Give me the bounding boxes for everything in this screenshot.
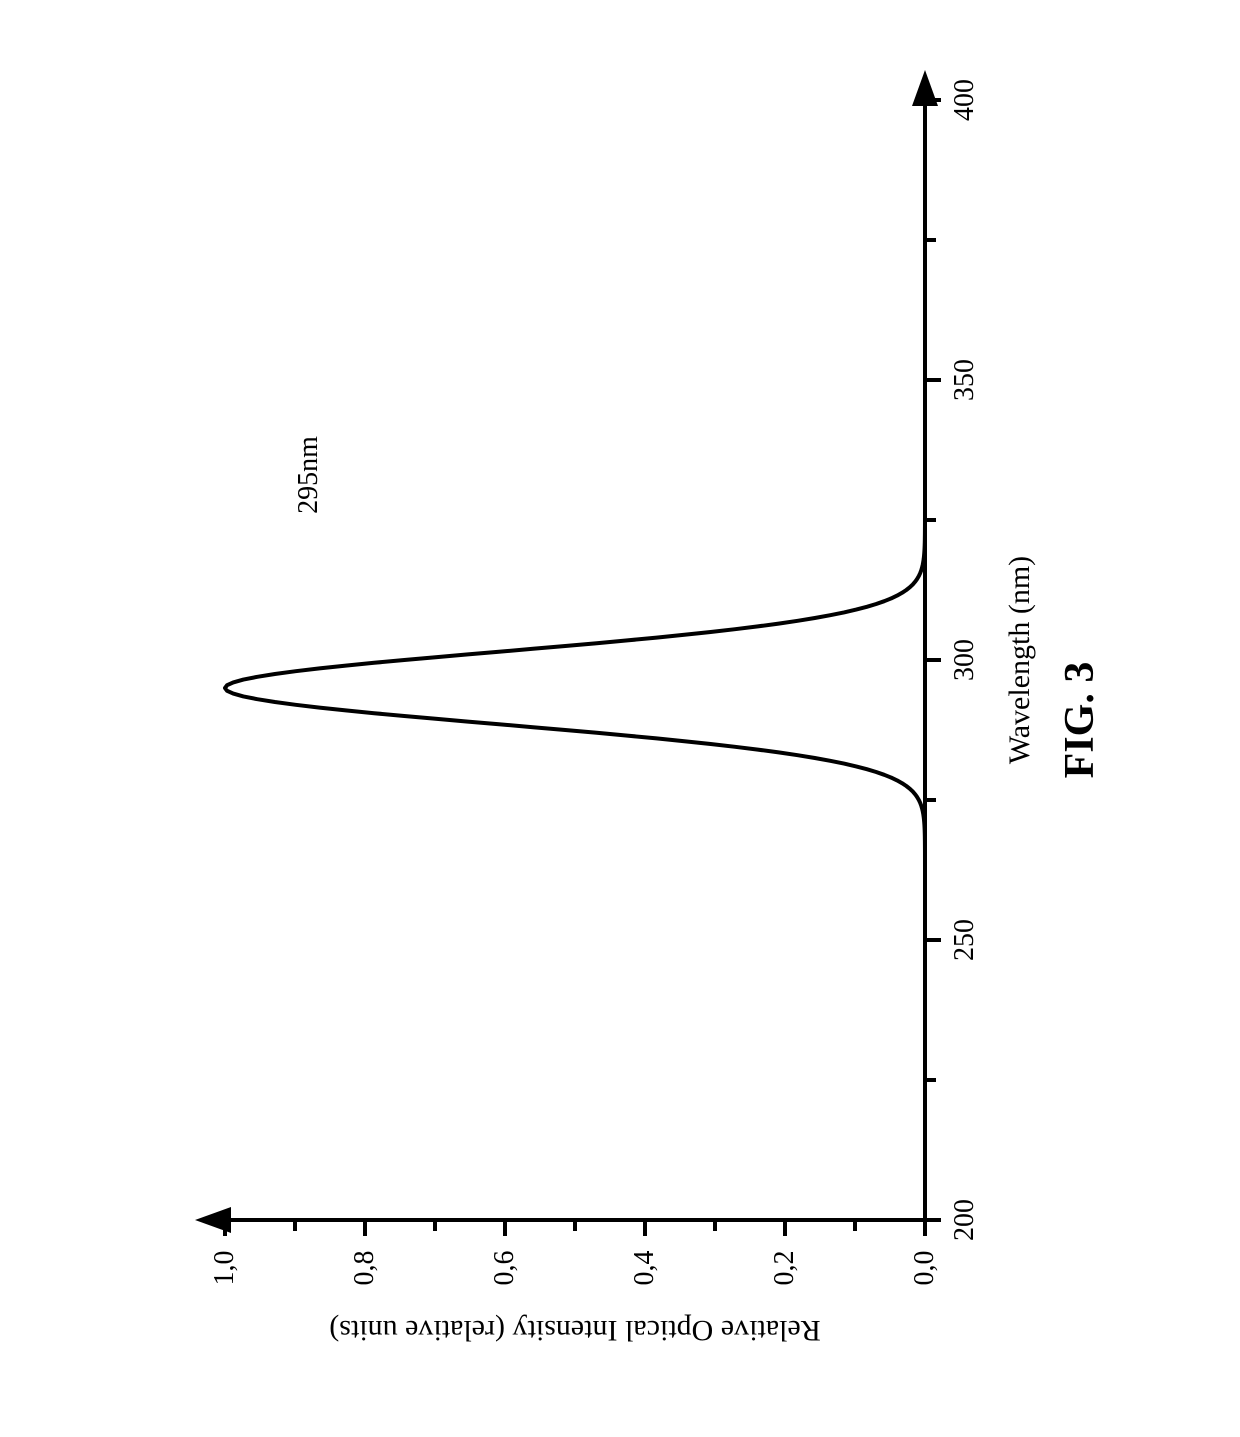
plot-svg bbox=[0, 0, 1240, 1437]
x-tick-label: 200 bbox=[949, 1199, 981, 1241]
x-tick-label: 350 bbox=[949, 359, 981, 401]
peak-annotation: 295nm bbox=[293, 436, 325, 514]
y-tick-label: 0,8 bbox=[349, 1251, 381, 1286]
x-tick-label: 250 bbox=[949, 919, 981, 961]
y-tick-label: 0,6 bbox=[489, 1251, 521, 1286]
x-tick-label: 300 bbox=[949, 639, 981, 681]
y-axis-label: Relative Optical Intensity (relative uni… bbox=[329, 1313, 821, 1347]
y-tick-label: 1,0 bbox=[209, 1251, 241, 1286]
chart-container: { "figure": { "label": "FIG. 3", "label_… bbox=[0, 0, 1240, 1437]
figure-label: FIG. 3 bbox=[1056, 662, 1104, 779]
x-axis-label: Wavelength (nm) bbox=[1003, 556, 1037, 764]
y-tick-label: 0,2 bbox=[769, 1251, 801, 1286]
y-tick-label: 0,4 bbox=[629, 1251, 661, 1286]
x-tick-label: 400 bbox=[949, 79, 981, 121]
y-tick-label: 0,0 bbox=[909, 1251, 941, 1286]
